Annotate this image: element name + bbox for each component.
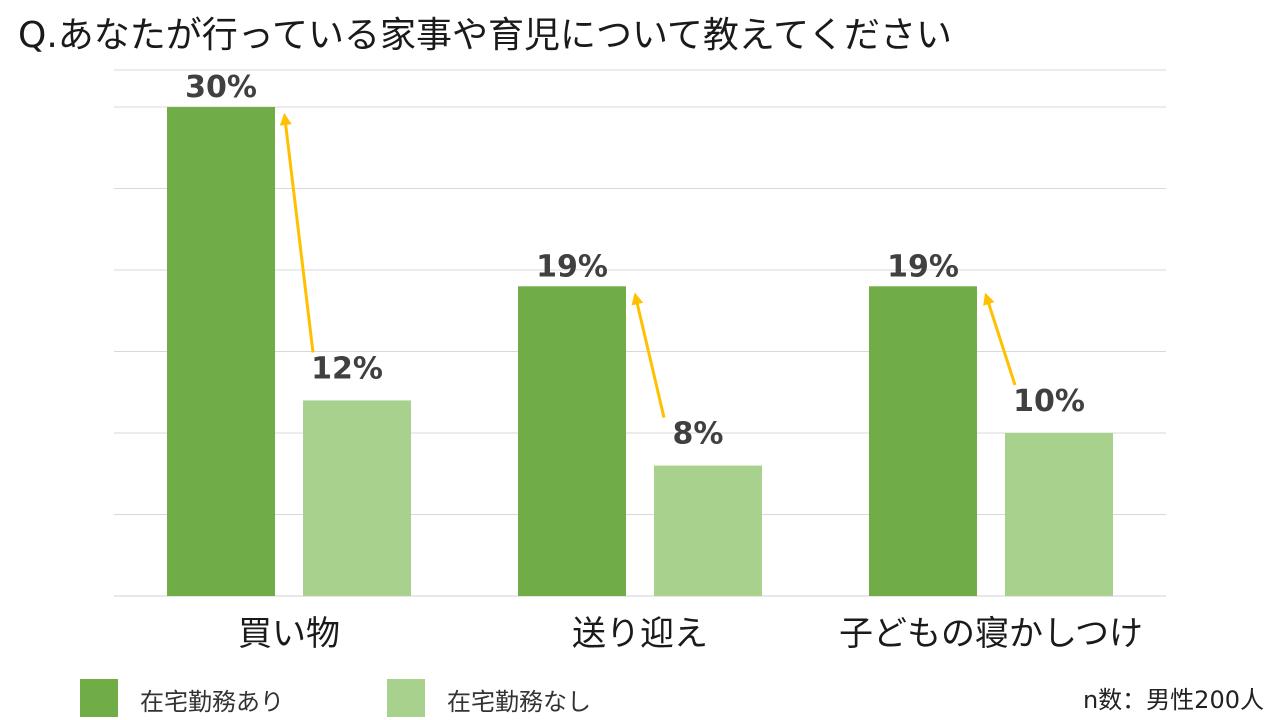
sample-size-note: n数：男性200人 (1082, 686, 1264, 714)
value-labels: 30% 12% 19% 8% 19% 10% (185, 70, 1085, 452)
change-arrow (631, 292, 666, 418)
category-label: 買い物 (238, 614, 340, 654)
value-label: 19% (536, 249, 608, 284)
legend-label: 在宅勤務なし (447, 688, 591, 716)
value-label: 10% (1013, 384, 1085, 419)
change-arrow (279, 113, 315, 353)
change-arrow (983, 292, 1017, 386)
bars (167, 107, 1113, 596)
change-arrows (279, 113, 1017, 418)
bar-with-remote-work (869, 286, 977, 596)
legend-swatch-dark (80, 679, 118, 717)
category-label: 送り迎え (572, 614, 708, 654)
bar-with-remote-work (167, 107, 275, 596)
category-label: 子どもの寝かしつけ (839, 614, 1143, 654)
chart-title: Q.あなたが行っている家事や育児について教えてください (18, 15, 953, 56)
value-label: 8% (673, 417, 724, 452)
bar-without-remote-work (303, 400, 411, 596)
value-label: 30% (185, 70, 257, 105)
bar-without-remote-work (1005, 433, 1113, 596)
bar-without-remote-work (654, 465, 762, 596)
category-labels: 買い物 送り迎え 子どもの寝かしつけ (238, 614, 1143, 654)
value-label: 19% (887, 249, 959, 284)
gridlines (114, 69, 1166, 597)
value-label: 12% (311, 351, 383, 386)
legend-swatch-light (387, 679, 425, 717)
bar-with-remote-work (518, 286, 626, 596)
legend-label: 在宅勤務あり (140, 688, 284, 716)
